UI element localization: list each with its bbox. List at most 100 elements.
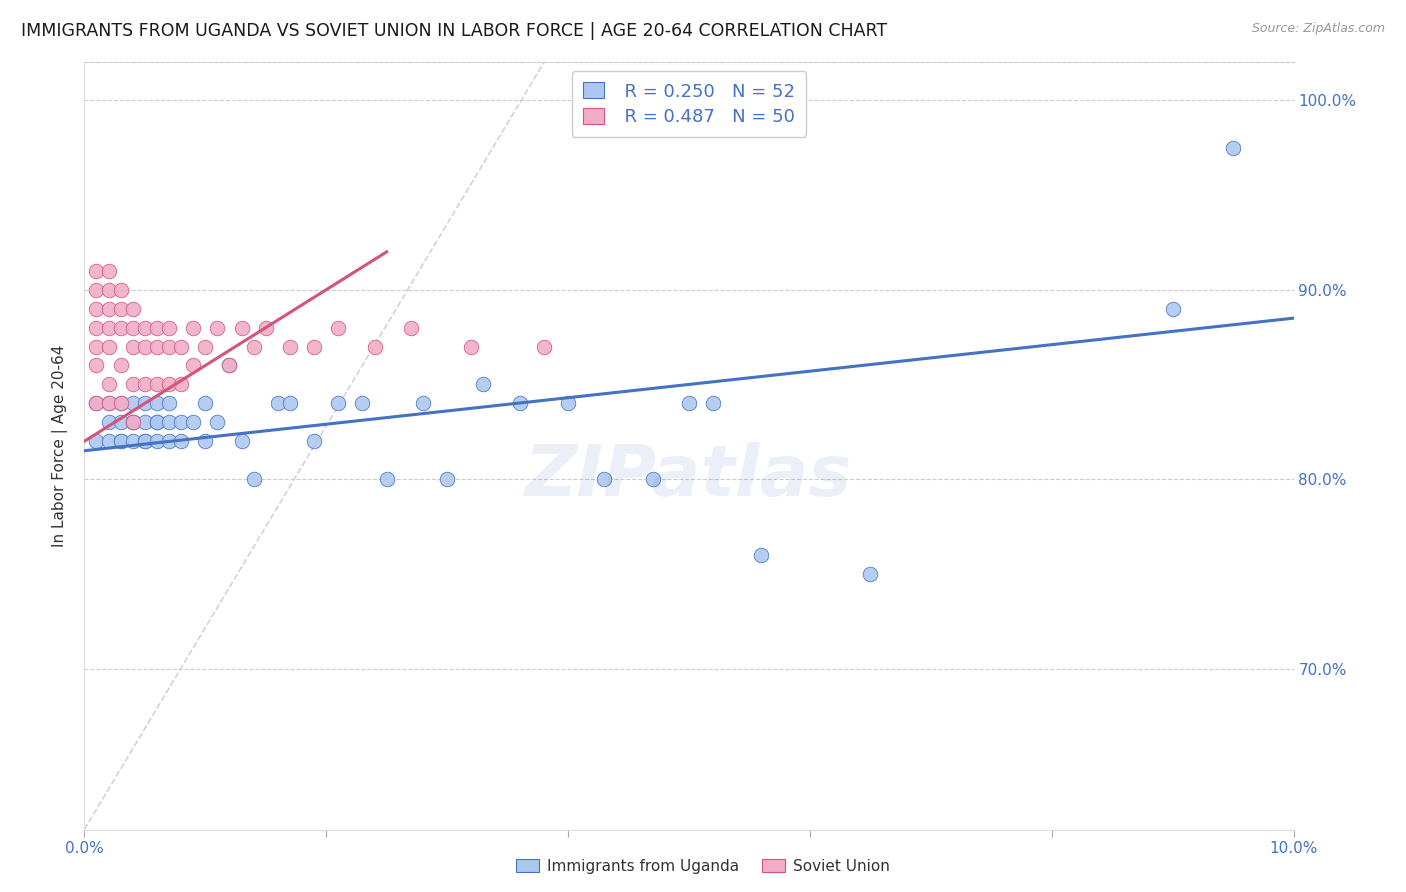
Point: [302, 340, 325, 354]
Point: [97, 434, 120, 449]
Y-axis label: In Labor Force | Age 20-64: In Labor Force | Age 20-64: [52, 345, 69, 547]
Point: [146, 415, 169, 429]
Point: [194, 396, 217, 410]
Point: [181, 359, 204, 373]
Point: [1161, 301, 1184, 316]
Point: [86, 359, 108, 373]
Point: [146, 415, 169, 429]
Point: [97, 377, 120, 392]
Point: [702, 396, 724, 410]
Point: [97, 320, 120, 334]
Point: [121, 415, 143, 429]
Point: [207, 320, 229, 334]
Point: [218, 359, 240, 373]
Point: [328, 396, 350, 410]
Point: [97, 396, 120, 410]
Point: [460, 340, 482, 354]
Point: [157, 377, 180, 392]
Point: [678, 396, 700, 410]
Point: [352, 396, 374, 410]
Text: IMMIGRANTS FROM UGANDA VS SOVIET UNION IN LABOR FORCE | AGE 20-64 CORRELATION CH: IMMIGRANTS FROM UGANDA VS SOVIET UNION I…: [21, 22, 887, 40]
Point: [231, 320, 253, 334]
Point: [110, 359, 132, 373]
Point: [278, 396, 301, 410]
Point: [399, 320, 422, 334]
Point: [157, 340, 180, 354]
Point: [110, 320, 132, 334]
Point: [121, 396, 143, 410]
Point: [86, 264, 108, 278]
Point: [436, 472, 458, 486]
Point: [328, 320, 350, 334]
Point: [121, 377, 143, 392]
Point: [859, 566, 882, 581]
Point: [363, 340, 385, 354]
Point: [134, 340, 156, 354]
Point: [134, 377, 156, 392]
Point: [146, 320, 169, 334]
Point: [121, 415, 143, 429]
Point: [157, 415, 180, 429]
Point: [86, 396, 108, 410]
Point: [121, 415, 143, 429]
Legend:   R = 0.250   N = 52,   R = 0.487   N = 50: R = 0.250 N = 52, R = 0.487 N = 50: [572, 71, 806, 136]
Point: [194, 340, 217, 354]
Legend: Immigrants from Uganda, Soviet Union: Immigrants from Uganda, Soviet Union: [510, 853, 896, 880]
Point: [242, 340, 264, 354]
Point: [146, 377, 169, 392]
Point: [86, 434, 108, 449]
Point: [86, 320, 108, 334]
Point: [121, 340, 143, 354]
Point: [110, 415, 132, 429]
Point: [110, 396, 132, 410]
Point: [146, 434, 169, 449]
Point: [412, 396, 434, 410]
Point: [97, 396, 120, 410]
Point: [181, 415, 204, 429]
Point: [110, 434, 132, 449]
Point: [641, 472, 664, 486]
Point: [110, 434, 132, 449]
Point: [110, 396, 132, 410]
Point: [278, 340, 301, 354]
Point: [121, 301, 143, 316]
Point: [472, 377, 495, 392]
Point: [170, 415, 193, 429]
Point: [242, 472, 264, 486]
Point: [121, 320, 143, 334]
Point: [86, 396, 108, 410]
Text: Source: ZipAtlas.com: Source: ZipAtlas.com: [1251, 22, 1385, 36]
Point: [533, 340, 555, 354]
Point: [194, 434, 217, 449]
Point: [170, 377, 193, 392]
Point: [97, 340, 120, 354]
Point: [302, 434, 325, 449]
Point: [593, 472, 616, 486]
Point: [557, 396, 579, 410]
Point: [218, 359, 240, 373]
Point: [146, 340, 169, 354]
Point: [121, 434, 143, 449]
Point: [751, 548, 773, 562]
Point: [134, 320, 156, 334]
Point: [134, 434, 156, 449]
Point: [97, 264, 120, 278]
Point: [134, 396, 156, 410]
Point: [97, 415, 120, 429]
Point: [97, 283, 120, 297]
Point: [134, 415, 156, 429]
Point: [375, 472, 398, 486]
Point: [170, 434, 193, 449]
Point: [86, 340, 108, 354]
Point: [146, 396, 169, 410]
Point: [134, 434, 156, 449]
Point: [110, 283, 132, 297]
Text: ZIPatlas: ZIPatlas: [526, 442, 852, 511]
Point: [231, 434, 253, 449]
Point: [157, 320, 180, 334]
Point: [86, 301, 108, 316]
Point: [170, 340, 193, 354]
Point: [86, 283, 108, 297]
Point: [207, 415, 229, 429]
Point: [181, 320, 204, 334]
